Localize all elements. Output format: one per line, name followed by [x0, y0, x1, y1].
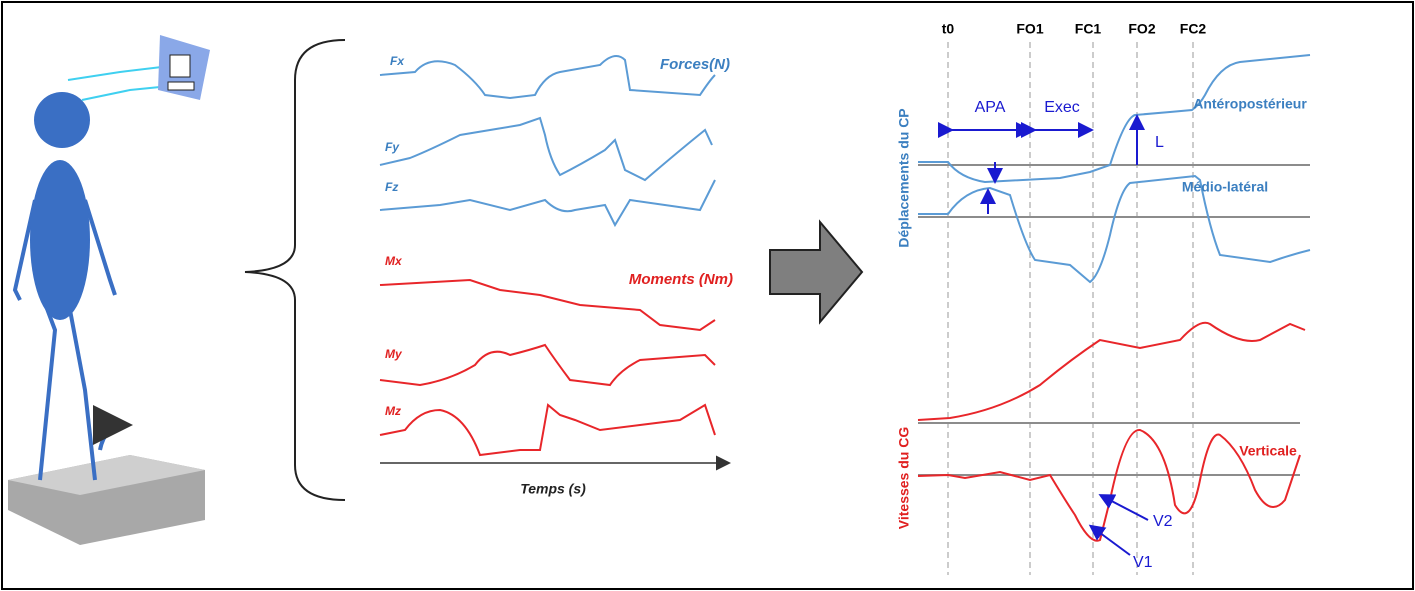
time-axis-label: Temps (s) — [520, 481, 586, 497]
phase-label: APA — [975, 99, 1006, 116]
fy-curve — [379, 116, 713, 182]
event-label: FC2 — [1180, 21, 1207, 37]
ml-curve — [918, 174, 1311, 284]
ap-curve — [918, 54, 1311, 184]
head — [34, 92, 90, 148]
signal-label: Mx — [385, 254, 403, 268]
curve-label: Verticale — [1239, 443, 1297, 459]
v2-arrow — [1098, 494, 1149, 521]
arm — [83, 199, 117, 296]
forces-title: Forces(N) — [660, 56, 730, 73]
amplitude-label: L — [1155, 134, 1164, 151]
arm — [12, 199, 37, 301]
point-label: V1 — [1133, 554, 1153, 571]
signals: Fx Fy Fz Forces(N) Mx My Mz Moments (Nm)… — [379, 54, 733, 497]
velocity-curve — [917, 321, 1306, 421]
phase-label: Exec — [1044, 99, 1080, 116]
process-arrow — [769, 219, 864, 325]
leg — [68, 309, 97, 481]
axis-label: Vitesses du CG — [896, 427, 912, 530]
event-label: t0 — [942, 21, 955, 37]
computer-base — [167, 81, 195, 91]
point-label: V2 — [1153, 513, 1173, 530]
curve-label: Médio-latéral — [1182, 179, 1268, 195]
signal-label: Fy — [385, 140, 400, 154]
my-curve — [379, 343, 716, 387]
mz-curve — [379, 403, 716, 457]
signal-label: My — [385, 347, 403, 361]
brace — [244, 39, 346, 501]
computer — [169, 54, 191, 78]
axis-label: Déplacements du CP — [896, 108, 912, 247]
fz-curve — [379, 179, 716, 228]
parameters: t0 FO1 FC1 FO2 FC2 APA Exec L V1 V2 Anté… — [896, 21, 1311, 575]
body — [30, 160, 90, 320]
event-label: FO2 — [1128, 21, 1155, 37]
fx-curve — [379, 55, 716, 100]
rotation-arrow — [92, 405, 133, 451]
subject-illustration — [8, 35, 210, 545]
wires — [67, 65, 171, 101]
signal-label: Mz — [385, 404, 401, 418]
platform-top — [8, 455, 205, 495]
leg — [38, 289, 58, 481]
event-label: FO1 — [1016, 21, 1043, 37]
signal-label: Fz — [385, 180, 398, 194]
mx-curve — [379, 278, 716, 332]
signal-label: Fx — [390, 54, 405, 68]
curve-label: Antéropostérieur — [1193, 96, 1307, 112]
v1-arrow — [1088, 524, 1131, 556]
moments-title: Moments (Nm) — [629, 271, 733, 288]
vertical-velocity-curve — [917, 429, 1301, 542]
event-label: FC1 — [1075, 21, 1102, 37]
